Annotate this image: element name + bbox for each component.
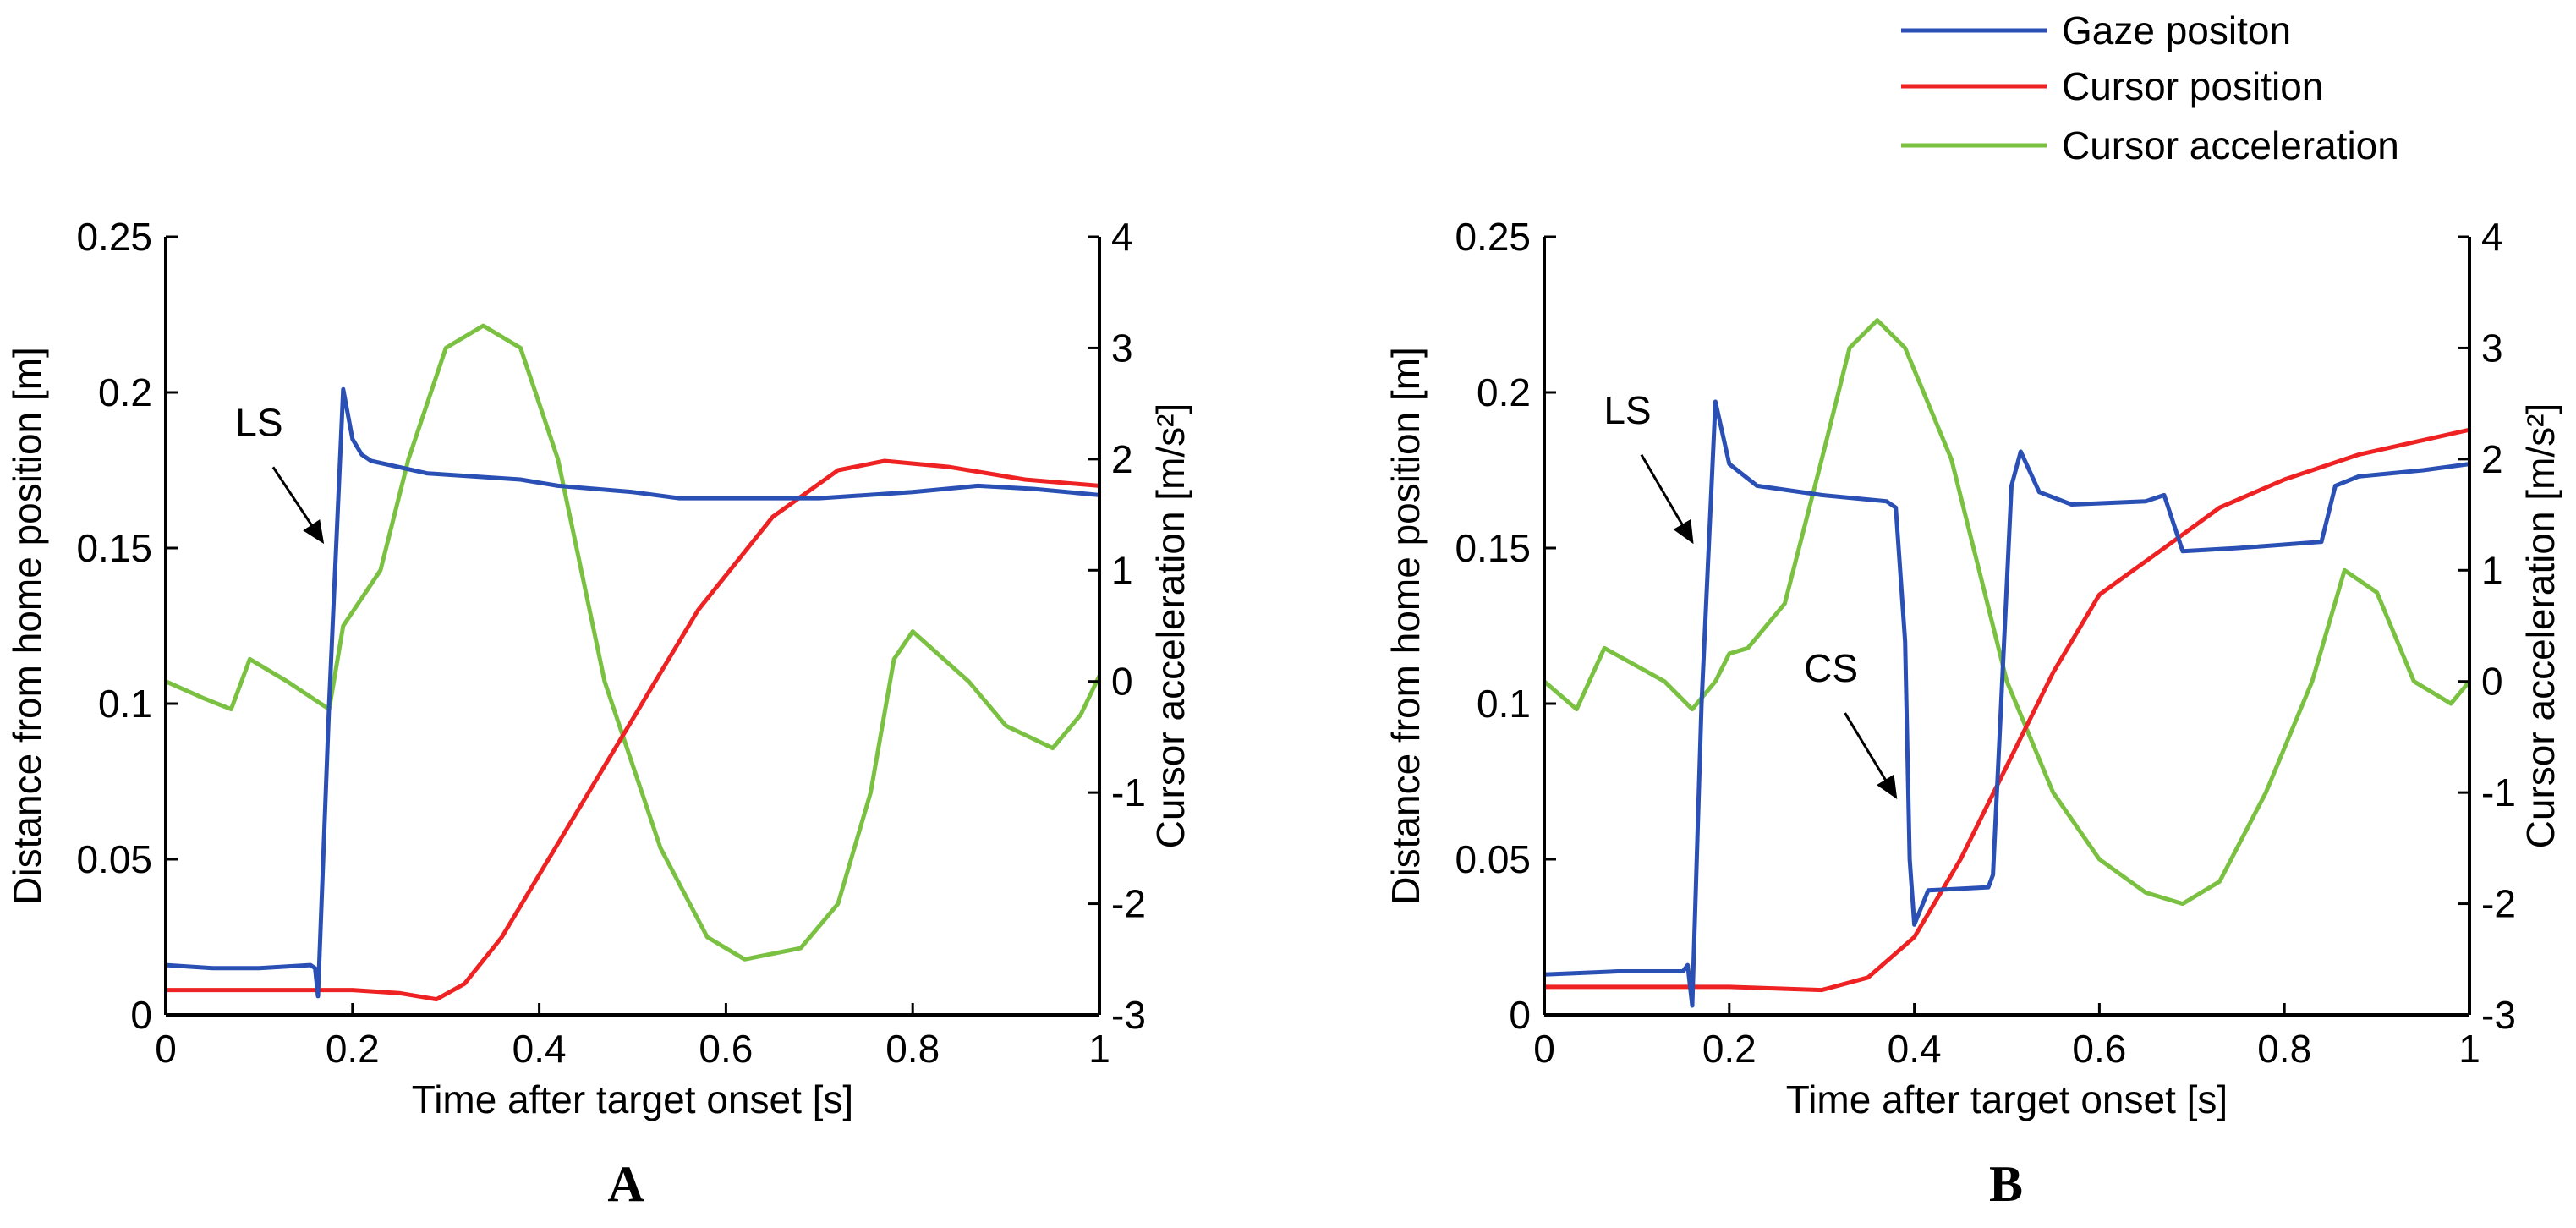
x-tick-label: 0.2 [326,1027,380,1071]
y2-tick-label: 0 [1111,660,1133,704]
y-tick-label: 0 [1509,993,1531,1037]
y2-tick-label: 2 [1111,437,1133,481]
series-line-cursor-position [166,458,1100,1002]
annotation-ls: LS [235,401,282,445]
x-axis-label: Time after target onset [s] [412,1077,853,1121]
x-tick-label: 1 [1088,1027,1110,1071]
annotation-ls: LS [1603,388,1651,432]
y-tick-label: 0.2 [1477,370,1531,414]
y-tick-label: 0.1 [1477,682,1531,726]
panel-b: 0 0.2 0.4 0.6 0.8 1 0 0.05 0.1 0.15 0.2 0.25 -3 -2 -1 0… [1384,215,2562,1212]
series-line-cursor-acceleration [164,323,1102,962]
y-axis-label: Distance from home position [m] [1384,347,1428,905]
y2-tick-label: 3 [1111,326,1133,370]
x-tick-label: 1 [2458,1027,2480,1071]
series-line-gaze-positon [1543,399,2470,1008]
y-tick-label: 0 [130,993,152,1037]
legend-label: Cursor position [2062,64,2323,108]
y-axis-label: Distance from home position [m] [5,347,49,905]
y2-tick-label: 1 [2481,548,2503,592]
annotation-arrow [271,466,325,545]
legend-entry: Gaze positon [1901,8,2291,52]
x-tick-label: 0.4 [1888,1027,1942,1071]
panel-label: B [1989,1156,2023,1212]
annotation-arrow [1640,453,1694,545]
y2-tick-label: 0 [2481,660,2503,704]
y2-tick-label: -2 [2481,882,2516,926]
y-tick-label: 0.25 [1455,215,1531,259]
legend: Gaze positon Cursor position Cursor accele… [1901,8,2399,167]
y2-tick-label: 1 [1111,548,1133,592]
y2-axis-label: Cursor acceleration [m/s²] [2518,403,2562,849]
series-line-gaze-positon [165,386,1100,999]
legend-entry: Cursor position [1901,64,2323,108]
annotation-cs: CS [1804,646,1858,690]
y2-tick-label: 4 [1111,215,1133,259]
x-tick-label: 0.6 [699,1027,753,1071]
x-tick-label: 0.6 [2072,1027,2126,1071]
y-tick-label: 0.05 [1455,837,1531,881]
y-tick-label: 0.05 [76,837,152,881]
y2-tick-label: -3 [1111,993,1146,1037]
legend-entry: Cursor acceleration [1901,123,2399,167]
annotation-arrow [1844,712,1898,799]
y-tick-label: 0.2 [98,370,152,414]
x-tick-label: 0 [155,1027,177,1071]
y2-tick-label: -1 [1111,770,1146,814]
y-tick-label: 0.1 [98,682,152,726]
y2-tick-label: -2 [1111,882,1146,926]
y-tick-label: 0.15 [76,526,152,570]
series-line-cursor-position [1544,427,2470,993]
x-tick-label: 0.8 [2257,1027,2311,1071]
x-tick-label: 0.8 [885,1027,940,1071]
y2-tick-label: 3 [2481,326,2503,370]
y2-tick-label: -3 [2481,993,2516,1037]
y2-tick-label: 4 [2481,215,2503,259]
y-tick-label: 0.25 [76,215,152,259]
panel-label: A [607,1156,644,1212]
legend-label: Cursor acceleration [2062,123,2399,167]
x-axis-label: Time after target onset [s] [1786,1077,2228,1121]
x-tick-label: 0.2 [1702,1027,1757,1071]
y2-axis-label: Cursor acceleration [m/s²] [1148,403,1192,849]
panel-a: 0 0.2 0.4 0.6 0.8 1 0 0.05 0.1 0.15 0.2 0.25 -3 -2 -1 0… [5,215,1192,1212]
legend-label: Gaze positon [2062,8,2291,52]
x-tick-label: 0.4 [512,1027,567,1071]
y-tick-label: 0.15 [1455,526,1531,570]
y2-tick-label: 2 [2481,437,2503,481]
y2-tick-label: -1 [2481,770,2516,814]
x-tick-label: 0 [1533,1027,1555,1071]
